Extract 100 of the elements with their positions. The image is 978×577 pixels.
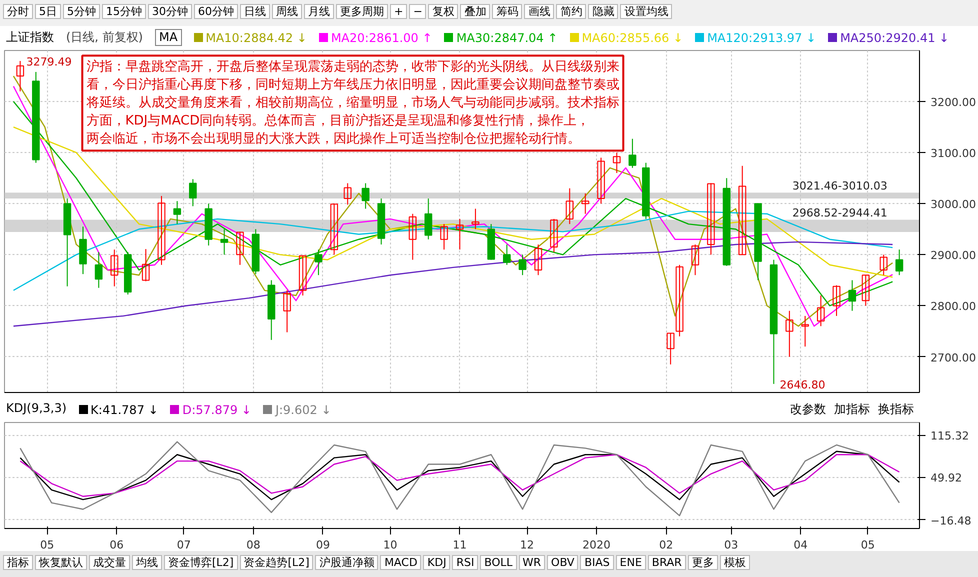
- x-tick-label: 02: [659, 538, 674, 552]
- chart-title: KDJ(9,3,3): [6, 401, 67, 417]
- candlestick: [550, 218, 558, 253]
- text: 更多: [688, 555, 718, 570]
- y-tick-label: 49.92: [930, 472, 962, 485]
- candlestick: [862, 274, 870, 306]
- candlestick: [801, 315, 809, 348]
- text: 加指标: [834, 401, 870, 418]
- x-tick-label: 09: [316, 538, 330, 552]
- candlestick: [314, 249, 322, 276]
- text: ENE: [616, 555, 646, 570]
- text: 5日: [35, 4, 61, 19]
- x-tick-label: 03: [724, 538, 738, 552]
- candlestick: [456, 218, 464, 250]
- candlestick: [566, 188, 574, 225]
- text: 模板: [720, 555, 750, 570]
- candlestick: [440, 224, 448, 250]
- candlestick: [283, 290, 291, 333]
- line-series: [12, 126, 894, 278]
- text: 指标: [3, 555, 33, 570]
- candlestick: [142, 248, 150, 282]
- text: 改参数: [790, 401, 826, 418]
- candlestick: [330, 203, 338, 256]
- text: BIAS: [580, 555, 614, 570]
- annotation: 3279.49: [26, 55, 72, 68]
- candlestick: [816, 295, 825, 327]
- annotation: 2646.80: [780, 378, 826, 392]
- text: 资金趋势[L2]: [240, 555, 314, 570]
- candlestick: [189, 178, 197, 207]
- legend-label: MA30:2847.04 ↑: [455, 30, 558, 46]
- legend-label: MA250:2920.41 ↓: [839, 30, 950, 46]
- y-tick-label: 3200.00: [930, 96, 976, 110]
- line-series: [12, 241, 894, 327]
- candlestick: [158, 195, 166, 266]
- x-tick-label: 10: [383, 538, 398, 552]
- text: 复权: [428, 4, 458, 19]
- legend-label: J:9.602 ↓: [274, 402, 332, 418]
- text: KDJ: [423, 555, 450, 570]
- text: 成交量: [89, 555, 130, 570]
- x-tick-label: 07: [176, 538, 191, 552]
- text: 换指标: [878, 401, 914, 418]
- x-tick-label: 12: [520, 538, 534, 552]
- candlestick: [880, 254, 888, 276]
- candlestick: [472, 208, 480, 230]
- chart-subtitle: (日线, 前复权): [66, 29, 143, 46]
- text: −: [409, 4, 426, 19]
- y-tick-label: 2700.00: [930, 351, 976, 364]
- candlestick: [362, 182, 370, 210]
- legend-label: MA120:2913.97 ↓: [706, 30, 816, 46]
- x-tick-label: 05: [40, 538, 54, 552]
- x-tick-label: 05: [860, 538, 875, 552]
- candlestick: [895, 249, 904, 276]
- legend-label: D:57.879 ↓: [181, 402, 252, 418]
- candlestick: [612, 152, 621, 174]
- text: 更多周期: [336, 4, 388, 19]
- text: RSI: [452, 555, 478, 570]
- x-tick-label: 08: [246, 538, 260, 552]
- x-tick-label: 11: [452, 538, 467, 552]
- text: BOLL: [480, 555, 517, 570]
- y-tick-label: 2900.00: [930, 249, 976, 262]
- candlestick: [344, 182, 352, 206]
- candlestick: [424, 198, 432, 240]
- legend-label: MA20:2861.00 ↑: [330, 30, 432, 46]
- y-tick-label: 2800.00: [930, 300, 976, 314]
- candlestick: [597, 157, 605, 204]
- candlestick: [832, 284, 840, 316]
- candlestick: [691, 244, 700, 276]
- text: 分时: [3, 4, 33, 19]
- legend-title: MA: [155, 29, 182, 46]
- candlestick: [220, 228, 228, 256]
- legend-label: K:41.787 ↓: [90, 402, 158, 418]
- text: 30分钟: [148, 4, 192, 19]
- candlestick: [518, 254, 526, 276]
- y-tick-label: 115.32: [930, 430, 969, 443]
- text: 均线: [132, 555, 162, 570]
- text: +: [390, 4, 408, 19]
- candlestick: [173, 200, 182, 225]
- text: 日线: [240, 4, 270, 19]
- x-tick-label: 2020: [582, 538, 611, 552]
- text: 筹码: [492, 4, 522, 19]
- text: 沪股通净额: [315, 555, 378, 570]
- text: 60分钟: [194, 4, 238, 19]
- text: OBV: [547, 555, 578, 570]
- annotation: 沪指：早盘跳空高开，开盘后整体呈现震荡走弱的态势，收带下影的光头阴线。从日线级别来看，今日沪指重心再度下移，同时短期上方年线压力依旧明显，因此重要会议期间盘整节奏或将延续。从成交量角度来看，相较前期高位，缩量明显，市场人气与动能同步减弱。技术指标方面，KDJ与MACD同向转弱。总体而言，目前沪指还是呈现温和修复性行情，操作上，两会临近，市场不会出现明显的大涨大跌，因此操作上可适当控制仓位把握轮动行情。: [85, 58, 620, 147]
- candlestick: [707, 182, 715, 256]
- candlestick: [581, 192, 590, 214]
- text: 月线: [304, 4, 334, 19]
- candlestick: [628, 138, 636, 168]
- y-tick-label: −16.48: [930, 514, 972, 528]
- text: 15分钟: [102, 4, 146, 19]
- y-tick-label: 3000.00: [930, 198, 976, 212]
- chart-title: 上证指数: [6, 29, 54, 46]
- candlestick: [110, 249, 118, 287]
- text: 5分钟: [63, 4, 100, 19]
- candlestick: [534, 244, 542, 276]
- text: 叠加: [460, 4, 490, 19]
- candlestick: [676, 264, 684, 337]
- band-label: 2968.52-2944.41: [792, 206, 888, 220]
- candlestick: [666, 332, 674, 365]
- x-tick-label: 06: [110, 538, 124, 552]
